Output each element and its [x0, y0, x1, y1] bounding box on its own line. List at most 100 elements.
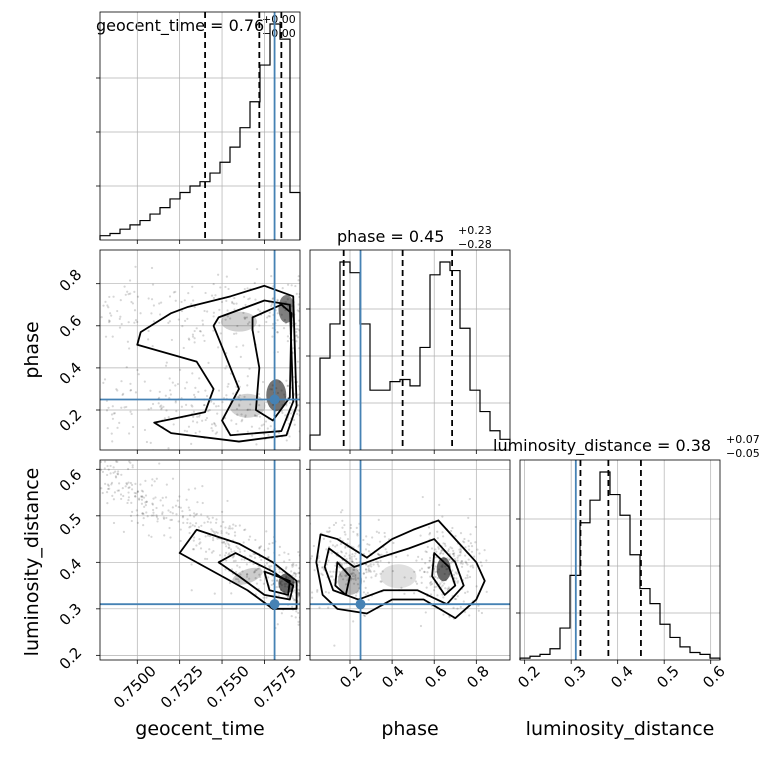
scatter-point	[442, 613, 445, 616]
scatter-point	[346, 537, 350, 541]
scatter-point	[294, 616, 297, 619]
scatter-point	[167, 447, 170, 450]
scatter-point	[170, 338, 174, 342]
scatter-point	[219, 332, 222, 335]
scatter-point	[235, 407, 239, 411]
scatter-point	[218, 308, 221, 311]
ytick-label: 0.4	[56, 359, 86, 389]
scatter-point	[327, 559, 330, 562]
scatter-point	[438, 503, 441, 506]
scatter-point	[198, 413, 201, 417]
scatter-point	[160, 404, 163, 407]
scatter-point	[127, 496, 130, 499]
scatter-point	[310, 557, 312, 560]
scatter-point	[188, 531, 191, 535]
scatter-point	[247, 298, 250, 301]
scatter-point	[222, 541, 225, 544]
scatter-point	[468, 614, 471, 617]
scatter-point	[224, 542, 227, 545]
scatter-point	[134, 495, 137, 498]
scatter-point	[232, 523, 235, 526]
scatter-point	[215, 431, 219, 434]
xticks-luminosity-distance: 0.2 0.3 0.4 0.5 0.6	[514, 662, 729, 692]
scatter-point	[353, 562, 356, 565]
scatter-point	[213, 592, 216, 595]
scatter-point	[430, 547, 434, 550]
xticks-geocent-time: 0.7500 0.7525 0.7550 0.7575	[110, 662, 300, 712]
scatter-point	[351, 560, 354, 563]
scatter-point	[295, 292, 298, 295]
title-phase-sub: −0.28	[458, 238, 492, 251]
scatter-point	[228, 525, 231, 528]
scatter-point	[377, 553, 381, 556]
scatter-point	[226, 315, 229, 318]
scatter-point	[135, 492, 138, 495]
scatter-point	[258, 573, 261, 576]
scatter-point	[296, 412, 299, 416]
scatter-point	[177, 505, 180, 509]
scatter-point	[260, 558, 263, 562]
scatter-point	[130, 412, 133, 416]
scatter-point	[297, 310, 300, 313]
scatter-point	[236, 413, 239, 416]
scatter-point	[455, 572, 458, 575]
scatter-point	[129, 410, 132, 413]
scatter-point	[459, 562, 462, 565]
scatter-point	[362, 538, 365, 542]
scatter-point	[450, 560, 454, 563]
scatter-point	[279, 582, 282, 585]
scatter-point	[434, 565, 437, 568]
scatter-point	[284, 414, 287, 417]
scatter-point	[292, 562, 295, 565]
scatter-point	[479, 561, 482, 564]
scatter-point	[184, 387, 187, 390]
scatter-point	[420, 558, 424, 561]
scatter-point	[283, 318, 286, 322]
scatter-point	[340, 562, 343, 565]
scatter-point	[147, 408, 150, 411]
scatter-point	[183, 429, 186, 432]
scatter-point	[293, 571, 296, 574]
xlabel-luminosity-distance: luminosity_distance	[526, 718, 715, 740]
scatter-point	[224, 526, 227, 529]
scatter-point	[277, 585, 280, 588]
scatter-point	[283, 551, 286, 554]
scatter-point	[112, 452, 114, 454]
scatter-point	[434, 548, 437, 551]
scatter-point	[280, 583, 283, 587]
scatter-point	[376, 560, 380, 564]
scatter-point	[231, 300, 234, 304]
scatter-point	[288, 558, 291, 562]
scatter-point	[111, 440, 114, 443]
scatter-point	[345, 552, 348, 555]
scatter-point	[250, 425, 254, 428]
scatter-point	[122, 392, 125, 395]
scatter-point	[339, 542, 343, 546]
scatter-point	[201, 319, 204, 322]
scatter-point	[108, 320, 111, 323]
scatter-point	[127, 293, 130, 296]
scatter-point	[362, 614, 366, 617]
scatter-point	[129, 461, 132, 464]
scatter-point	[285, 582, 288, 585]
scatter-point	[190, 404, 193, 407]
scatter-point	[298, 329, 300, 332]
scatter-point	[417, 555, 420, 558]
scatter-point	[165, 516, 168, 520]
scatter-point	[329, 570, 332, 573]
contour-line	[315, 519, 486, 620]
scatter-point	[442, 556, 445, 559]
panel-frame	[99, 459, 301, 661]
scatter-point	[181, 325, 184, 328]
scatter-point	[136, 368, 139, 372]
scatter-point	[275, 387, 278, 390]
scatter-point	[142, 496, 146, 499]
scatter-point	[278, 582, 282, 585]
scatter-point	[334, 564, 337, 567]
scatter-point	[276, 319, 279, 322]
scatter-point	[447, 549, 450, 553]
scatter-point	[288, 401, 291, 404]
scatter-point	[171, 512, 174, 515]
scatter-point	[142, 524, 145, 527]
scatter-point	[454, 571, 457, 574]
